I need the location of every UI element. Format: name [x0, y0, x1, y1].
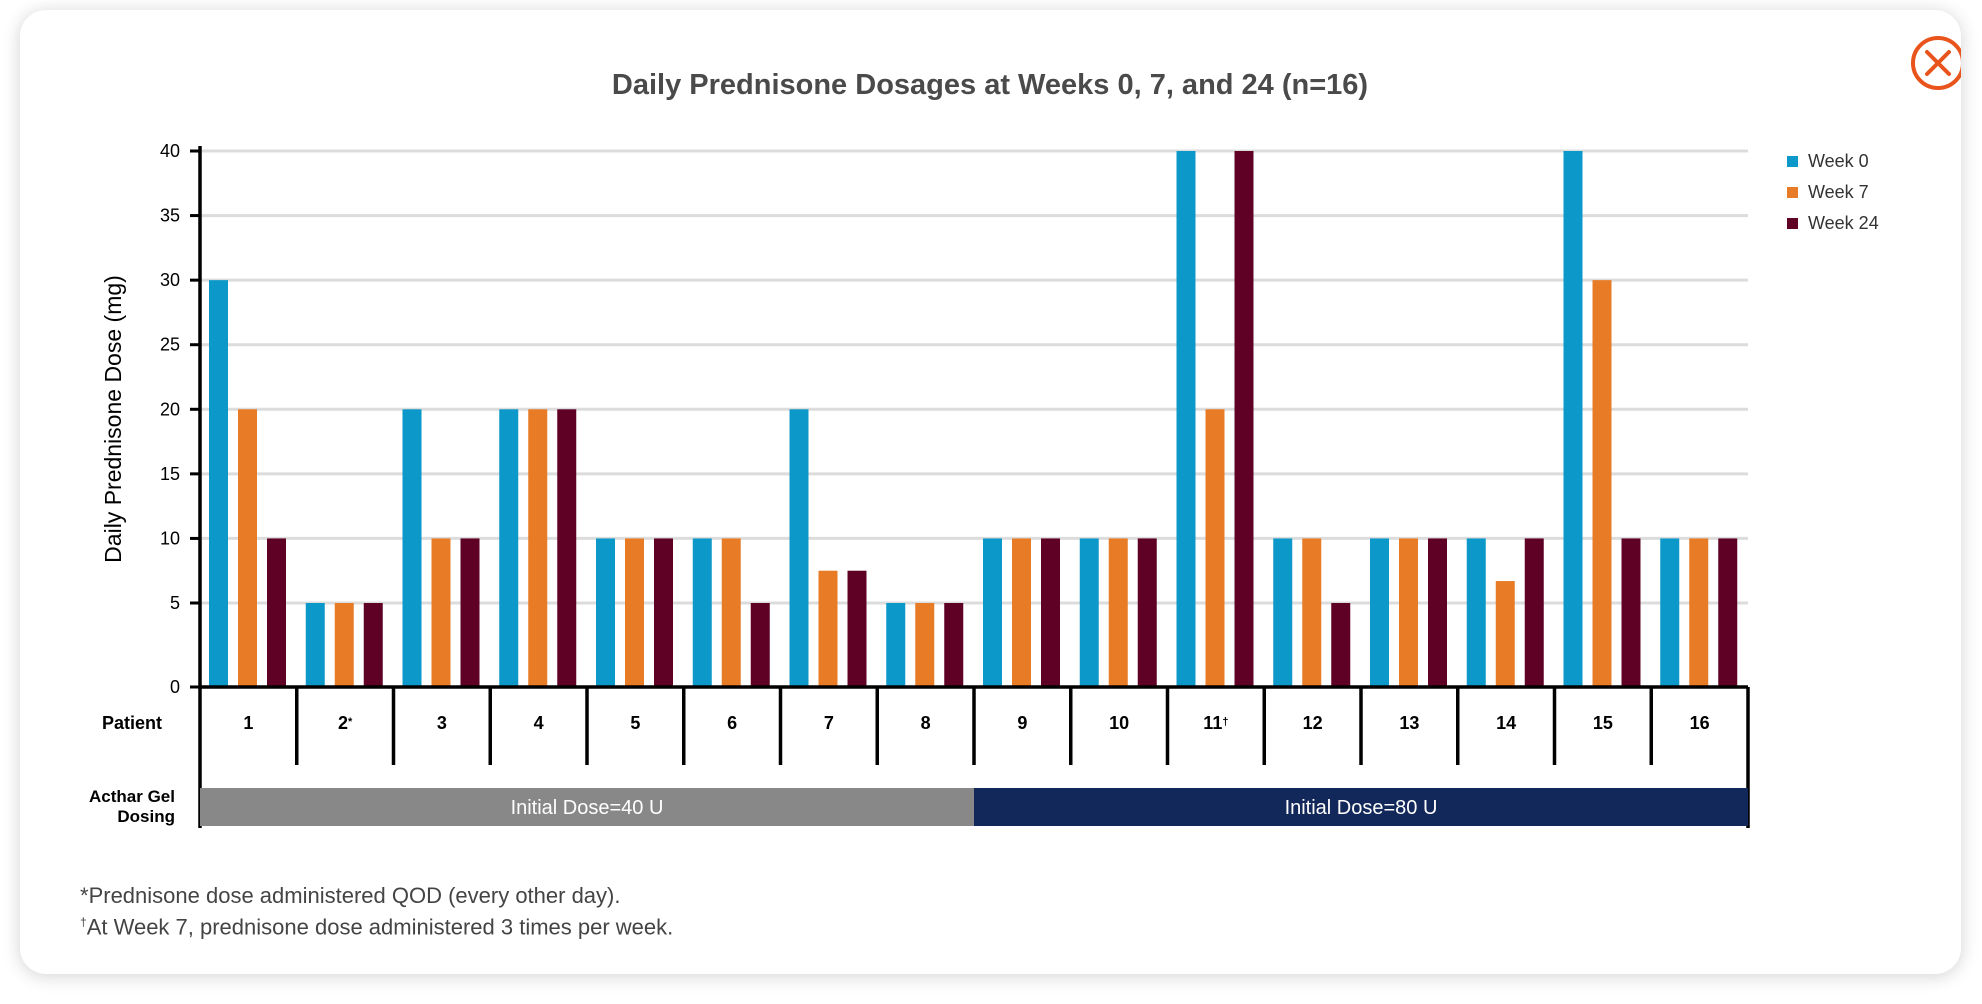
bar-week-0	[1079, 538, 1099, 687]
patient-label: 6	[727, 713, 737, 733]
bar-week-0	[402, 409, 422, 687]
patient-label: 2*	[338, 713, 353, 733]
bar-week-7	[625, 538, 644, 687]
patient-label: 9	[1017, 713, 1027, 733]
y-tick-label: 40	[160, 141, 180, 161]
patient-label: 15	[1593, 713, 1613, 733]
bar-week-7	[528, 409, 548, 687]
y-tick-label: 5	[170, 593, 180, 613]
dosing-band	[200, 788, 974, 826]
bar-week-24	[750, 603, 770, 687]
patient-label: 4	[534, 713, 544, 733]
bar-week-7	[1495, 581, 1515, 687]
patient-label: 12	[1303, 713, 1323, 733]
bar-week-24	[1041, 538, 1060, 687]
bar-week-0	[596, 538, 615, 687]
patient-label: 10	[1109, 713, 1129, 733]
bar-week-0	[886, 603, 906, 687]
bar-week-24	[557, 409, 577, 687]
bar-week-24	[1718, 538, 1738, 687]
bar-week-24	[847, 570, 867, 687]
bar-week-24	[1524, 538, 1544, 687]
bar-week-24	[267, 538, 286, 687]
bar-week-7	[334, 603, 354, 687]
y-tick-label: 30	[160, 270, 180, 290]
footnotes: *Prednisone dose administered QOD (every…	[80, 882, 673, 940]
y-axis-label: Daily Prednisone Dose (mg)	[100, 275, 126, 563]
bar-week-0	[1563, 151, 1583, 687]
bar-week-7	[721, 538, 741, 687]
bar-week-7	[1205, 409, 1225, 687]
footnote-2: †At Week 7, prednisone dose administered…	[80, 914, 674, 940]
bar-week-0	[983, 538, 1002, 687]
bar-week-24	[654, 538, 673, 687]
patient-label: 7	[824, 713, 834, 733]
legend-swatch	[1787, 218, 1798, 229]
patient-label: 16	[1690, 713, 1710, 733]
bar-week-24	[460, 538, 480, 687]
bar-week-7	[818, 570, 838, 687]
y-tick-label: 15	[160, 464, 180, 484]
close-icon	[1911, 36, 1961, 90]
bar-week-7	[1689, 538, 1709, 687]
legend-label: Week 7	[1808, 182, 1869, 202]
bar-week-7	[238, 409, 257, 687]
y-tick-label: 10	[160, 528, 180, 548]
bar-week-0	[1273, 538, 1293, 687]
bar-week-0	[305, 603, 325, 687]
bar-chart: Daily Prednisone Dosages at Weeks 0, 7, …	[89, 69, 1879, 828]
dosing-band-label: Initial Dose=40 U	[511, 797, 664, 819]
bar-week-24	[363, 603, 383, 687]
y-tick-label: 35	[160, 206, 180, 226]
bar-week-7	[1012, 538, 1031, 687]
bar-week-7	[1399, 538, 1418, 687]
bar-week-0	[1176, 151, 1196, 687]
dosing-row-label: Acthar Gel Dosing	[89, 787, 175, 826]
dosing-band-label: Initial Dose=80 U	[1285, 797, 1438, 819]
footnote-1: *Prednisone dose administered QOD (every…	[80, 883, 621, 908]
patient-label: 5	[630, 713, 640, 733]
legend-label: Week 24	[1808, 213, 1879, 233]
bar-week-7	[431, 538, 451, 687]
x-axis-label: Patient	[102, 713, 162, 733]
bar-week-0	[499, 409, 519, 687]
bar-week-24	[944, 603, 964, 687]
patient-label: 1	[243, 713, 253, 733]
bar-week-24	[1428, 538, 1447, 687]
bar-week-0	[789, 409, 809, 687]
y-tick-label: 0	[170, 677, 180, 697]
bar-week-0	[209, 280, 228, 687]
bar-week-0	[1466, 538, 1486, 687]
bar-week-7	[915, 603, 935, 687]
bar-week-0	[1660, 538, 1680, 687]
bar-week-7	[1302, 538, 1322, 687]
legend-swatch	[1787, 156, 1798, 167]
patient-label: 14	[1496, 713, 1516, 733]
bar-week-24	[1621, 538, 1641, 687]
bar-week-24	[1234, 151, 1254, 687]
chart-title: Daily Prednisone Dosages at Weeks 0, 7, …	[612, 69, 1368, 101]
legend-label: Week 0	[1808, 151, 1869, 171]
bar-week-7	[1592, 280, 1612, 687]
dosing-band	[974, 788, 1748, 826]
bar-week-7	[1108, 538, 1128, 687]
y-tick-label: 25	[160, 335, 180, 355]
patient-label: 13	[1399, 713, 1419, 733]
y-tick-label: 20	[160, 399, 180, 419]
bar-week-24	[1137, 538, 1157, 687]
patient-label: 11†	[1203, 713, 1228, 733]
legend-swatch	[1787, 187, 1798, 198]
patient-label: 3	[437, 713, 447, 733]
bar-week-24	[1331, 603, 1351, 687]
close-button[interactable]	[1910, 35, 1961, 91]
chart-modal: Daily Prednisone Dosages at Weeks 0, 7, …	[20, 10, 1961, 974]
patient-label: 8	[921, 713, 931, 733]
bar-week-0	[692, 538, 712, 687]
bar-week-0	[1370, 538, 1389, 687]
